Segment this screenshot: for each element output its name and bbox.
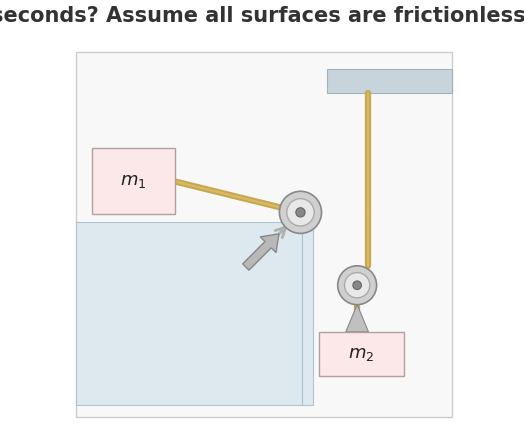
Circle shape [344, 273, 370, 298]
FancyBboxPatch shape [319, 332, 403, 376]
Circle shape [279, 191, 322, 233]
Circle shape [296, 208, 305, 217]
FancyBboxPatch shape [76, 223, 311, 405]
Text: $m_2$: $m_2$ [348, 345, 374, 363]
FancyBboxPatch shape [302, 223, 313, 405]
Circle shape [353, 281, 362, 290]
Text: seconds? Assume all surfaces are frictionless.: seconds? Assume all surfaces are frictio… [0, 6, 524, 26]
Text: $m_1$: $m_1$ [120, 172, 147, 190]
Polygon shape [346, 305, 368, 332]
FancyBboxPatch shape [76, 52, 452, 417]
FancyArrow shape [243, 234, 279, 270]
FancyBboxPatch shape [327, 68, 452, 93]
Circle shape [337, 266, 377, 305]
FancyBboxPatch shape [92, 148, 175, 214]
Circle shape [287, 199, 314, 226]
